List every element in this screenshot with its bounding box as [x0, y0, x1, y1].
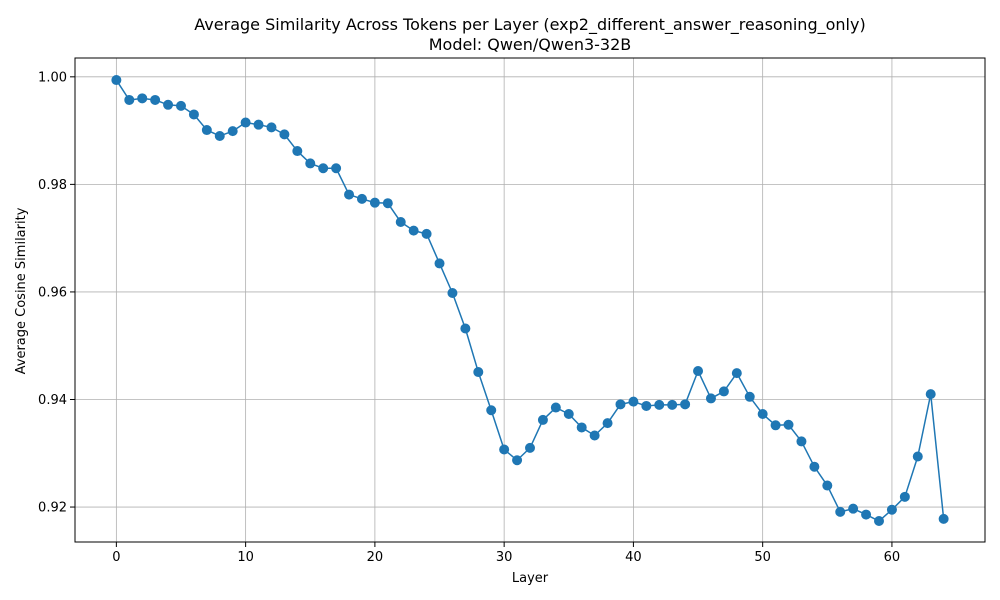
data-point-layer-23	[408, 225, 419, 236]
data-point-layer-38	[602, 418, 613, 429]
data-point-layer-53	[796, 436, 807, 447]
data-point-layer-35	[563, 409, 574, 420]
data-point-layer-44	[680, 399, 691, 410]
y-tick-label: 0.96	[38, 285, 67, 300]
data-point-layer-64	[938, 513, 949, 524]
data-point-layer-1	[124, 94, 135, 105]
x-tick-label: 20	[367, 550, 384, 565]
data-point-layer-2	[137, 93, 148, 104]
grid	[75, 58, 985, 542]
x-tick-label: 40	[625, 550, 642, 565]
data-point-layer-17	[331, 163, 342, 174]
data-point-layer-55	[822, 480, 833, 491]
data-point-layer-3	[150, 94, 161, 105]
data-point-layer-40	[628, 396, 639, 407]
data-point-layer-18	[344, 189, 355, 200]
data-point-layer-11	[253, 119, 264, 130]
data-point-layer-6	[188, 109, 199, 120]
plot-frame	[74, 57, 986, 543]
data-point-layer-33	[537, 414, 548, 425]
data-point-layer-51	[770, 420, 781, 431]
data-point-layer-37	[589, 430, 600, 441]
data-point-layer-41	[641, 400, 652, 411]
data-point-layer-22	[395, 217, 406, 228]
data-point-layer-56	[835, 506, 846, 517]
data-point-layer-42	[654, 399, 665, 410]
axes: 0 10 20 30 40 50 60 0.92 0.94 0.96 0.98 1.00	[38, 57, 986, 565]
data-point-layer-52	[783, 419, 794, 430]
y-axis-label: Average Cosine Similarity	[14, 207, 29, 374]
series-line	[115, 79, 945, 522]
data-point-layer-26	[447, 288, 458, 299]
x-tick-label: 60	[884, 550, 901, 565]
data-point-layer-21	[382, 198, 393, 209]
data-point-layer-39	[615, 399, 626, 410]
chart-title-line-2: Model: Qwen/Qwen3-32B	[429, 35, 632, 54]
data-point-layer-13	[279, 129, 290, 140]
data-point-layer-16	[318, 163, 329, 174]
x-tick-label: 0	[112, 550, 120, 565]
data-point-layer-32	[525, 442, 535, 453]
data-point-layer-48	[731, 368, 742, 379]
data-point-layer-31	[512, 455, 523, 466]
data-point-layer-24	[421, 228, 432, 239]
data-point-layer-43	[667, 399, 678, 410]
x-tick-label: 10	[237, 550, 254, 565]
data-point-layer-60	[886, 504, 897, 515]
data-point-layer-34	[550, 402, 561, 413]
data-point-layer-14	[292, 146, 303, 157]
data-point-layer-25	[434, 258, 445, 269]
data-point-layer-29	[486, 405, 497, 416]
y-tick-label: 0.98	[38, 178, 67, 193]
data-point-layer-9	[227, 126, 238, 137]
data-point-layer-63	[925, 389, 936, 400]
data-point-layer-57	[848, 503, 859, 514]
y-tick-label: 0.92	[38, 501, 67, 516]
data-point-layer-61	[899, 491, 910, 502]
data-point-layer-20	[369, 197, 380, 208]
data-point-layer-59	[874, 516, 885, 527]
y-tick-label: 1.00	[38, 70, 67, 85]
data-point-layer-30	[499, 444, 510, 455]
x-tick-label: 50	[754, 550, 771, 565]
data-point-layer-46	[705, 393, 716, 404]
x-axis-label: Layer	[512, 571, 549, 586]
data-point-layer-28	[473, 367, 484, 378]
data-point-layer-15	[305, 158, 316, 169]
data-point-layer-62	[912, 451, 923, 462]
data-point-layer-54	[809, 461, 820, 472]
data-point-layer-10	[240, 117, 251, 128]
data-point-layer-36	[576, 422, 587, 433]
data-point-layer-4	[163, 99, 174, 110]
x-tick-label: 30	[496, 550, 513, 565]
data-point-layer-19	[356, 193, 367, 204]
data-point-layer-45	[693, 365, 704, 376]
data-point-layer-49	[744, 391, 755, 402]
data-point-layer-0	[111, 75, 122, 86]
series-similarity	[111, 75, 949, 527]
y-tick-label: 0.94	[38, 393, 67, 408]
data-point-layer-12	[266, 122, 277, 133]
data-point-layer-58	[861, 509, 872, 520]
data-point-layer-50	[757, 409, 768, 420]
data-point-layer-5	[175, 100, 186, 111]
data-point-layer-8	[214, 130, 225, 141]
chart-title-line-1: Average Similarity Across Tokens per Lay…	[194, 15, 865, 35]
data-point-layer-7	[201, 125, 212, 136]
data-point-layer-27	[460, 323, 471, 334]
data-point-layer-47	[718, 386, 729, 397]
